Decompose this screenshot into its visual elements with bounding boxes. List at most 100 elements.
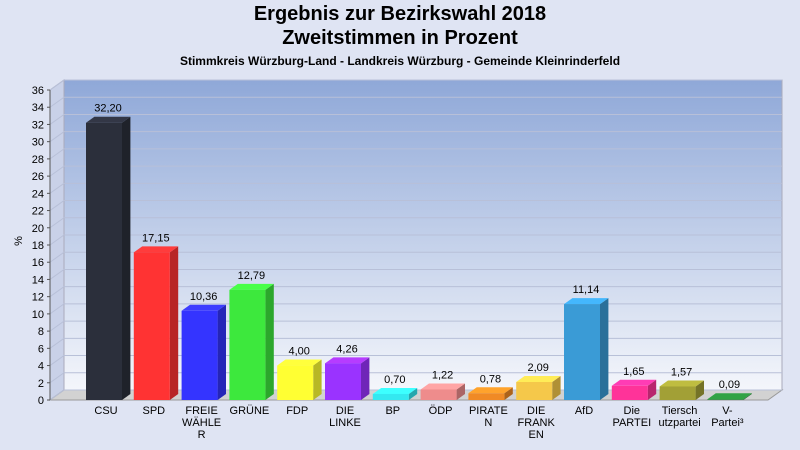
y-tick-label: 8 (38, 326, 44, 338)
bar: 0,70 (372, 374, 418, 400)
bar-front (277, 365, 314, 400)
chart-subtitle: Stimmkreis Würzburg-Land - Landkreis Wür… (179, 54, 621, 68)
bar-front (86, 122, 122, 400)
bar-front (659, 386, 696, 400)
category-label: PIRATE (469, 405, 508, 417)
gridlines (49, 79, 782, 401)
y-tick-label: 12 (32, 292, 44, 304)
gridline (49, 79, 782, 91)
bar-value-label: 0,09 (719, 379, 740, 391)
y-tick-label: 0 (38, 395, 44, 407)
bar-side (122, 116, 131, 400)
bar-front (325, 363, 361, 400)
category-label: FRANK (518, 417, 556, 429)
y-tick-label: 6 (38, 343, 44, 355)
bar-value-label: 1,65 (623, 366, 644, 378)
gridline (49, 234, 782, 246)
bar: 10,36 (181, 291, 226, 400)
gridline (49, 165, 782, 177)
y-tick-label: 4 (38, 361, 44, 373)
gridline (49, 96, 782, 108)
bar-front (372, 393, 409, 400)
gridline (49, 182, 782, 194)
bar: 12,79 (229, 270, 274, 400)
gridline (49, 320, 782, 332)
category-label: Tiersch (662, 405, 698, 417)
category-label: WÄHLE (182, 417, 221, 429)
category-label: BP (385, 405, 400, 417)
category-label: GRÜNE (230, 405, 270, 417)
gridline (49, 303, 782, 315)
gridline (49, 217, 782, 229)
gridline (49, 372, 782, 384)
bar-front (181, 310, 218, 400)
category-label: AfD (575, 405, 593, 417)
bar-front (229, 289, 266, 400)
bar-value-label: 1,57 (671, 366, 692, 378)
bar-value-label: 4,26 (336, 343, 357, 355)
y-tick-label: 32 (32, 119, 44, 131)
bar: 32,20 (86, 103, 131, 400)
bar-front (468, 393, 505, 400)
category-label: Partei³ (711, 417, 744, 429)
bar-value-label: 2,09 (527, 362, 548, 374)
category-label: DIE (527, 405, 545, 417)
bar: 17,15 (133, 232, 179, 400)
bar-side (217, 304, 226, 400)
y-tick-label: 22 (32, 206, 44, 218)
bar-value-label: 0,70 (384, 374, 405, 386)
category-label: FDP (286, 405, 308, 417)
category-label: utzpartei (658, 417, 700, 429)
category-label: PARTEI (612, 417, 651, 429)
y-tick-label: 16 (32, 257, 44, 269)
gridline (49, 251, 782, 263)
bar-top (372, 387, 418, 394)
category-label: EN (529, 429, 544, 441)
gridline (49, 113, 782, 125)
bar-top (181, 304, 226, 311)
category-label: Die (624, 405, 641, 417)
category-label: LINKE (329, 417, 361, 429)
bar-value-label: 32,20 (94, 103, 122, 115)
bar: 0,78 (468, 373, 513, 400)
bar-front (420, 389, 457, 400)
chart-title: Ergebnis zur Bezirkswahl 2018 (253, 3, 547, 25)
bar-front (133, 252, 170, 400)
bar-side (695, 380, 704, 400)
gridline (49, 337, 782, 349)
y-tick-label: 36 (32, 85, 44, 97)
bar-side (456, 383, 465, 400)
bar-top (420, 383, 465, 390)
bar-side (600, 298, 609, 400)
bar-side (743, 393, 752, 400)
category-label: ÖDP (429, 405, 453, 417)
y-tick-label: 24 (32, 188, 44, 200)
bar-value-label: 4,00 (288, 346, 309, 358)
bar-value-label: 10,36 (190, 291, 218, 303)
bar: 4,00 (277, 346, 322, 400)
bar-side (361, 357, 370, 400)
y-tick-label: 30 (32, 137, 44, 149)
category-label: R (198, 429, 206, 441)
category-label: DIE (336, 405, 354, 417)
bar: 0,09 (707, 379, 752, 400)
gridline (49, 131, 782, 143)
category-label: FREIE (185, 405, 217, 417)
y-tick-label: 28 (32, 154, 44, 166)
bar-side (408, 387, 418, 400)
bar-top (86, 116, 131, 123)
bar: 1,57 (659, 366, 704, 400)
y-tick-label: 18 (32, 240, 44, 252)
chart-title-line2: Zweitstimmen in Prozent (282, 27, 518, 49)
bar-value-label: 12,79 (238, 270, 266, 282)
bar-front (707, 399, 744, 400)
bar-top (325, 357, 370, 364)
bars: 32,20 17,15 10,36 12,79 4,00 4,26 0,70 1,22 0,78… (86, 103, 752, 400)
bar-top (707, 393, 752, 400)
bar-top (133, 246, 179, 253)
bar-top (468, 387, 513, 394)
gridline (49, 200, 782, 211)
